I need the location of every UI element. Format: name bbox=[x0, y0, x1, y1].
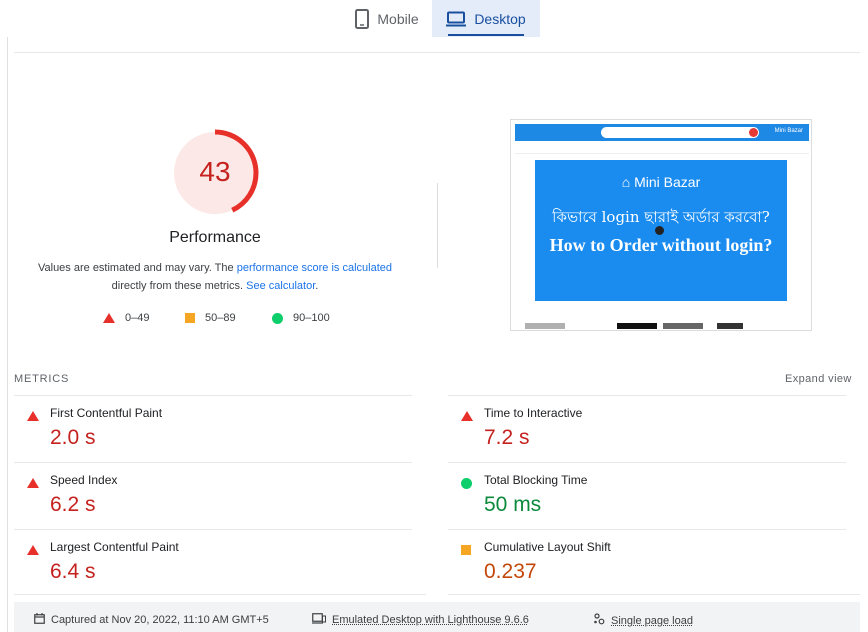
thumb-product bbox=[525, 323, 565, 329]
expand-view-button[interactable]: Expand view bbox=[785, 373, 852, 385]
vertical-divider bbox=[437, 183, 438, 268]
thumb-nav-line bbox=[515, 153, 809, 154]
metrics-heading: METRICS bbox=[14, 373, 70, 385]
metric-value: 7.2 s bbox=[484, 426, 530, 449]
circle-icon bbox=[461, 478, 472, 489]
device-icon bbox=[312, 613, 326, 627]
legend-item-good: 90–100 bbox=[272, 312, 330, 324]
play-icon bbox=[655, 226, 664, 235]
tab-desktop[interactable]: Desktop bbox=[432, 0, 540, 37]
square-icon bbox=[461, 545, 471, 555]
banner-line2: How to Order without login? bbox=[549, 235, 773, 255]
legend-label: 50–89 bbox=[205, 312, 236, 324]
legend-item-average: 50–89 bbox=[185, 312, 236, 324]
captured-text: Captured at Nov 20, 2022, 11:10 AM GMT+5 bbox=[51, 614, 269, 626]
metric-first-contentful-paint: First Contentful Paint 2.0 s bbox=[14, 395, 412, 462]
tab-desktop-label: Desktop bbox=[474, 10, 526, 27]
metric-name: Cumulative Layout Shift bbox=[484, 540, 611, 554]
captured-at: Captured at Nov 20, 2022, 11:10 AM GMT+5 bbox=[34, 613, 269, 627]
performance-score-link[interactable]: performance score is calculated bbox=[236, 262, 392, 274]
load-icon bbox=[593, 613, 605, 628]
active-tab-indicator bbox=[448, 34, 524, 36]
banner-line1: কিভাবে login ছারাই অর্ডার করবো? bbox=[552, 208, 770, 226]
metric-name: First Contentful Paint bbox=[50, 406, 163, 420]
metric-largest-contentful-paint: Largest Contentful Paint 6.4 s bbox=[14, 529, 412, 596]
single-page-load[interactable]: Single page load bbox=[593, 613, 693, 628]
metric-name: Time to Interactive bbox=[484, 406, 583, 420]
score-legend: 0–49 50–89 90–100 bbox=[0, 312, 430, 326]
circle-icon bbox=[272, 312, 283, 324]
metric-cumulative-layout-shift: Cumulative Layout Shift 0.237 bbox=[448, 529, 846, 596]
metric-value: 0.237 bbox=[484, 560, 537, 583]
thumb-search-button bbox=[749, 128, 758, 137]
metric-name: Total Blocking Time bbox=[484, 473, 588, 487]
tab-mobile[interactable]: Mobile bbox=[343, 0, 431, 37]
final-screenshot[interactable]: Mini Bazar ⌂ Mini Bazar কিভাবে login ছার… bbox=[510, 119, 812, 331]
thumb-banner: ⌂ Mini Bazar কিভাবে login ছারাই অর্ডার ক… bbox=[535, 160, 787, 301]
laptop-icon bbox=[446, 11, 467, 27]
metric-total-blocking-time: Total Blocking Time 50 ms bbox=[448, 462, 846, 529]
store-icon: ⌂ bbox=[621, 174, 631, 190]
metrics-divider bbox=[14, 594, 426, 595]
tab-mobile-label: Mobile bbox=[377, 10, 419, 27]
triangle-icon bbox=[103, 313, 115, 323]
phone-icon bbox=[355, 8, 370, 29]
thumb-header: Mini Bazar bbox=[515, 124, 809, 141]
runtime-settings-footer: Captured at Nov 20, 2022, 11:10 AM GMT+5… bbox=[14, 602, 860, 632]
desc-suffix: . bbox=[315, 280, 319, 292]
performance-title: Performance bbox=[169, 229, 261, 246]
metric-value: 50 ms bbox=[484, 493, 542, 516]
triangle-icon bbox=[461, 411, 473, 421]
emulated-text: Emulated Desktop with Lighthouse 9.6.6 bbox=[332, 614, 529, 626]
performance-score: 43 bbox=[199, 156, 231, 187]
square-icon bbox=[185, 313, 195, 323]
panel-border bbox=[7, 37, 8, 632]
performance-gauge bbox=[171, 129, 259, 217]
see-calculator-link[interactable]: See calculator bbox=[246, 280, 316, 292]
thumb-product bbox=[617, 323, 657, 329]
metric-value: 2.0 s bbox=[50, 426, 96, 449]
legend-label: 0–49 bbox=[125, 312, 150, 324]
top-divider bbox=[14, 52, 860, 53]
thumb-product bbox=[717, 323, 743, 329]
thumb-header-brand: Mini Bazar bbox=[774, 128, 803, 134]
metric-value: 6.4 s bbox=[50, 560, 96, 583]
banner-brand-text: Mini Bazar bbox=[634, 174, 701, 190]
calendar-icon bbox=[34, 613, 45, 627]
desc-text-middle: directly from these metrics. bbox=[111, 280, 247, 292]
metric-value: 6.2 s bbox=[50, 493, 96, 516]
metric-name: Speed Index bbox=[50, 473, 118, 487]
thumb-search bbox=[601, 127, 759, 138]
triangle-icon bbox=[27, 478, 39, 488]
banner-brand: ⌂ Mini Bazar bbox=[535, 174, 787, 190]
legend-label: 90–100 bbox=[293, 312, 330, 324]
load-text: Single page load bbox=[611, 614, 693, 627]
metric-speed-index: Speed Index 6.2 s bbox=[14, 462, 412, 529]
metric-name: Largest Contentful Paint bbox=[50, 540, 179, 554]
triangle-icon bbox=[27, 411, 39, 421]
metrics-divider bbox=[448, 594, 860, 595]
legend-item-poor: 0–49 bbox=[103, 312, 149, 324]
device-tabs: Mobile Desktop bbox=[0, 0, 868, 37]
performance-description: Values are estimated and may vary. The p… bbox=[20, 259, 410, 295]
gauge-arc bbox=[171, 129, 259, 217]
metric-time-to-interactive: Time to Interactive 7.2 s bbox=[448, 395, 846, 462]
gauge-background bbox=[174, 132, 256, 214]
emulated-device[interactable]: Emulated Desktop with Lighthouse 9.6.6 bbox=[312, 613, 529, 627]
desc-text: Values are estimated and may vary. The bbox=[37, 262, 237, 274]
triangle-icon bbox=[27, 545, 39, 555]
thumb-product bbox=[663, 323, 703, 329]
